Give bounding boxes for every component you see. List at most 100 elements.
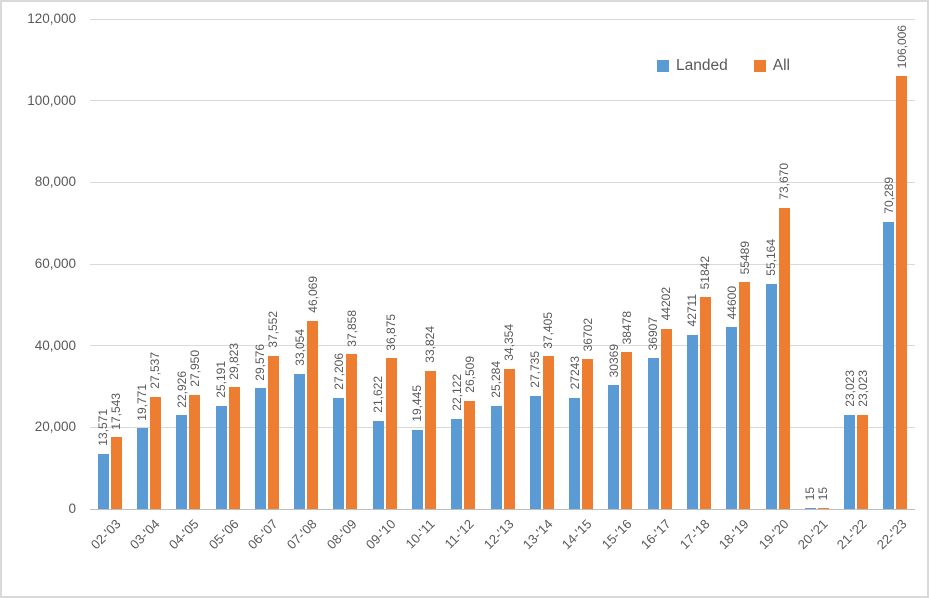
bar-landed (569, 397, 581, 509)
value-label-all: 37,405 (541, 311, 556, 349)
bar-landed (254, 388, 266, 509)
legend-label-landed: Landed (676, 57, 728, 74)
bar-all (228, 387, 240, 509)
value-label-all: 27,537 (148, 351, 163, 389)
value-label-all: 37,552 (266, 310, 281, 348)
bar-all (189, 394, 201, 509)
value-label-landed: 23,023 (842, 370, 857, 407)
legend-swatch-all-icon (753, 60, 766, 72)
bar-all (621, 351, 633, 509)
value-label-all: 38478 (619, 310, 634, 344)
gridline (90, 345, 915, 347)
value-label-landed: 44600 (724, 285, 739, 319)
gridline (90, 100, 915, 102)
bar-all (464, 400, 476, 509)
bar-landed (686, 334, 698, 509)
x-axis-category-label: 16-'17 (637, 516, 674, 553)
bar-all (385, 358, 397, 509)
bar-landed (215, 406, 227, 509)
x-axis-category-label: 03-'04 (126, 516, 163, 553)
value-label-all: 34,354 (502, 324, 516, 361)
bar-all (739, 282, 751, 509)
bar-all (110, 437, 122, 509)
bar-landed (804, 508, 816, 509)
legend-item-landed: Landed (657, 57, 728, 75)
value-label-landed: 25,191 (214, 361, 228, 399)
x-axis-category-label: 19-'20 (755, 516, 792, 553)
value-label-landed: 42711 (685, 294, 700, 327)
chart-legend: Landed All (657, 57, 790, 75)
bar-landed (765, 283, 777, 509)
bar-landed (451, 418, 463, 509)
bar-all (149, 396, 161, 509)
value-label-landed: 22,926 (174, 370, 189, 408)
gridline (90, 18, 915, 20)
value-label-landed: 25,284 (489, 361, 503, 398)
bar-landed (726, 326, 738, 509)
value-label-all: 51842 (698, 255, 713, 290)
value-label-landed: 55,164 (764, 239, 778, 276)
x-axis-category-label: 22-'23 (873, 516, 910, 553)
value-label-all: 44202 (659, 287, 674, 321)
x-axis-category-label: 18-'19 (716, 516, 753, 553)
bar-all (503, 368, 515, 509)
y-axis-tick-label: 20,000 (34, 419, 76, 435)
bar-landed (97, 453, 109, 509)
bar-all (346, 354, 358, 509)
legend-swatch-landed-icon (657, 60, 669, 72)
value-label-landed: 22,122 (449, 373, 464, 411)
y-axis-tick-label: 80,000 (34, 174, 76, 190)
value-label-all: 73,670 (777, 163, 791, 201)
x-axis-category-label: 17-'18 (676, 516, 713, 553)
bar-all (778, 208, 790, 509)
legend-item-all: All (753, 57, 790, 75)
value-label-landed: 21,622 (371, 376, 386, 413)
value-label-landed: 19,771 (135, 383, 150, 421)
value-label-landed: 30369 (606, 343, 621, 377)
x-axis-category-label: 11-'12 (441, 516, 478, 552)
y-axis-tick-label: 120,000 (27, 11, 76, 26)
value-label-all: 23,023 (855, 370, 870, 407)
value-label-all: 46,069 (305, 276, 320, 313)
x-axis-category-label: 07-'08 (284, 516, 320, 553)
x-axis-category-label: 20-'21 (794, 516, 831, 553)
bar-landed (490, 405, 502, 509)
x-axis-category-label: 04-'05 (166, 516, 203, 553)
y-axis-tick-label: 100,000 (27, 92, 76, 108)
bar-all (660, 328, 672, 509)
x-axis-category-label: 13-'14 (519, 516, 556, 553)
x-axis-category-label: 10-'11 (402, 516, 438, 552)
bar-all (424, 370, 436, 509)
value-label-landed: 33,054 (292, 329, 307, 367)
bar-landed (333, 397, 345, 509)
bar-all (817, 508, 829, 509)
bar-landed (411, 429, 423, 509)
x-axis-category-label: 08-'09 (323, 516, 360, 553)
x-axis-category-label: 14-'15 (559, 516, 595, 553)
value-label-landed: 70,289 (881, 177, 896, 214)
x-axis-line (90, 508, 915, 510)
gridline (90, 263, 915, 265)
legend-label-all: All (772, 57, 790, 74)
bar-landed (372, 420, 384, 509)
value-label-all: 37,858 (344, 309, 359, 347)
gridline (90, 181, 915, 183)
bar-all (307, 320, 319, 509)
x-axis-category-label: 02-'03 (87, 516, 124, 553)
y-axis-tick-label: 60,000 (34, 256, 76, 271)
value-label-all: 29,823 (227, 342, 241, 380)
y-axis-tick-label: 40,000 (34, 337, 76, 353)
bar-all (699, 297, 711, 509)
y-axis-tick-label: 0 (68, 501, 76, 516)
bar-landed (608, 384, 620, 509)
x-axis-category-label: 06-'07 (244, 516, 281, 553)
bar-landed (529, 395, 541, 509)
bar-all (542, 356, 554, 509)
x-axis-category-label: 05-'06 (205, 516, 242, 553)
gridline (90, 426, 915, 428)
value-label-all: 15 (816, 486, 831, 500)
bar-all (857, 414, 869, 509)
value-label-all: 17,543 (109, 392, 124, 430)
value-label-landed: 27,735 (528, 351, 543, 388)
